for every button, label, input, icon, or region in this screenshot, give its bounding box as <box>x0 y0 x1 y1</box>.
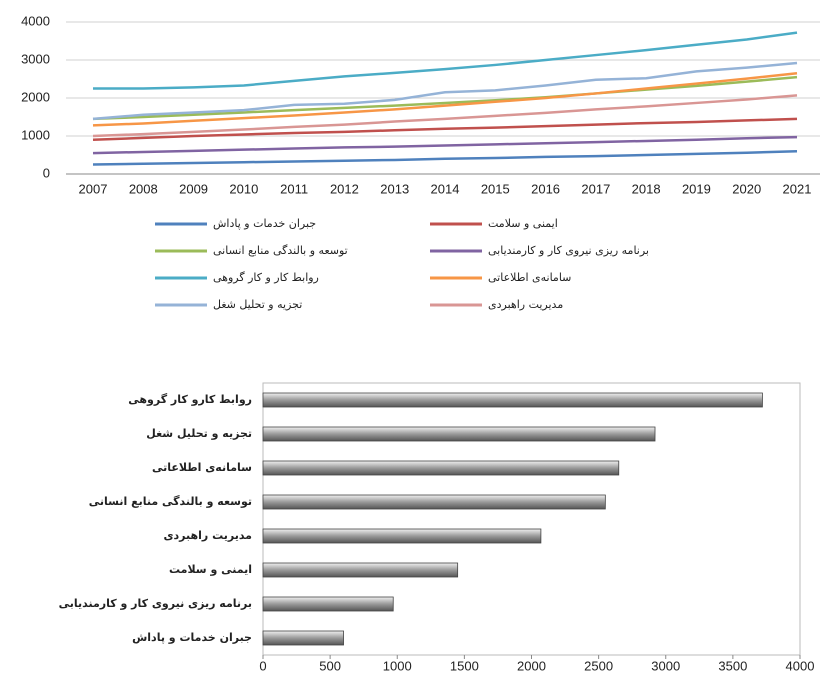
x-tick-label: 2014 <box>431 181 460 196</box>
bar <box>262 528 542 544</box>
x-tick-label: 0 <box>259 658 266 673</box>
x-tick-label: 3000 <box>651 658 680 673</box>
line <box>92 149 798 166</box>
y-tick-label: ایمنی و سلامت <box>169 563 252 576</box>
bar <box>262 630 344 646</box>
x-tick-label: 2011 <box>280 181 308 196</box>
y-tick-label: روابط کارو کار گروهی <box>128 393 252 406</box>
x-tick-label: 2010 <box>229 181 258 196</box>
bar <box>262 426 656 442</box>
x-tick-label: 2018 <box>632 181 661 196</box>
x-tick-label: 2021 <box>783 181 812 196</box>
x-tick-label: 2019 <box>682 181 711 196</box>
x-tick-label: 500 <box>319 658 341 673</box>
y-tick-label: جبران خدمات و پاداش <box>132 631 252 644</box>
line <box>92 72 798 127</box>
x-tick-label: 3500 <box>718 658 747 673</box>
y-tick-label: توسعه و بالندگی منابع انسانی <box>89 495 252 508</box>
x-tick-label: 4000 <box>786 658 815 673</box>
y-tick-label: تجزیه و تحلیل شغل <box>146 427 252 440</box>
line <box>92 61 798 121</box>
x-tick-label: 2000 <box>517 658 546 673</box>
line <box>93 31 798 90</box>
x-tick-label: 2017 <box>581 181 610 196</box>
y-tick-label: 4000 <box>21 13 50 28</box>
bar <box>262 460 620 476</box>
x-tick-label: 2016 <box>531 181 560 196</box>
y-tick-label: 3000 <box>21 51 50 66</box>
line <box>92 135 798 155</box>
bar <box>262 562 459 578</box>
y-tick-label: 0 <box>43 165 50 180</box>
line <box>92 75 798 121</box>
x-tick-label: 2020 <box>732 181 761 196</box>
bar <box>262 596 394 612</box>
legend-label: تجزیه و تحلیل شغل <box>213 298 302 311</box>
x-tick-label: 2008 <box>129 181 158 196</box>
x-tick-label: 2015 <box>481 181 510 196</box>
x-tick-label: 2009 <box>179 181 208 196</box>
y-tick-label: 1000 <box>21 127 50 142</box>
line <box>92 117 798 142</box>
y-tick-label: 2000 <box>21 89 50 104</box>
x-tick-label: 2500 <box>584 658 613 673</box>
y-tick-label: برنامه ریزی نیروی کار و کارمندیابی <box>59 597 252 610</box>
legend-label: برنامه ریزی نیروی کار و کارمندیابی <box>488 244 649 257</box>
x-tick-label: 2012 <box>330 181 359 196</box>
x-tick-label: 1000 <box>383 658 412 673</box>
bar <box>262 392 763 408</box>
legend-label: توسعه و بالندگی منابع انسانی <box>213 244 348 257</box>
line <box>92 94 798 138</box>
legend-label: ایمنی و سلامت <box>488 217 558 230</box>
legend-label: جبران خدمات و پاداش <box>213 217 316 230</box>
legend-label: روابط کار و کار گروهی <box>213 271 319 284</box>
x-tick-label: 2013 <box>380 181 409 196</box>
y-tick-label: مدیریت راهبردی <box>163 529 252 542</box>
plot-border <box>262 382 801 656</box>
bar <box>262 494 606 510</box>
y-tick-label: سامانه‌ی اطلاعاتی <box>152 461 252 474</box>
legend-label: سامانه‌ی اطلاعاتی <box>488 271 571 284</box>
legend-label: مدیریت راهبردی <box>488 298 563 311</box>
x-tick-label: 2007 <box>79 181 108 196</box>
x-tick-label: 1500 <box>450 658 479 673</box>
